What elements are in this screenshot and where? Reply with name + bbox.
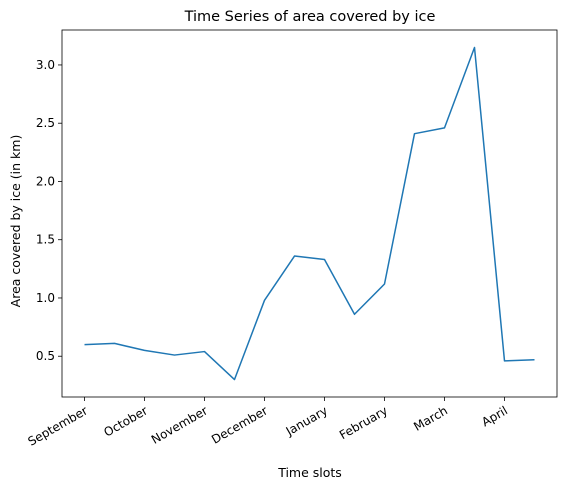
x-tick-label: April	[479, 403, 510, 429]
x-tick-label: December	[209, 403, 270, 446]
x-tick-label: January	[283, 403, 330, 438]
y-tick-label: 2.5	[36, 116, 55, 130]
y-axis-label: Area covered by ice (in km)	[8, 135, 23, 308]
x-tick-label: November	[149, 403, 210, 446]
y-tick-label: 3.0	[36, 58, 55, 72]
y-tick-label: 2.0	[36, 174, 55, 188]
x-axis-label: Time slots	[277, 465, 342, 480]
y-tick-label: 0.5	[36, 349, 55, 363]
x-tick-label: September	[26, 403, 90, 448]
axes-frame	[61, 29, 558, 398]
plot-area: 0.5 1.0 1.5 2.0 2.5 3.0 September OctoberNovemb…	[26, 29, 558, 449]
chart-title: Time Series of area covered by ice	[184, 9, 436, 25]
y-tick-label: 1.5	[36, 233, 55, 247]
x-tick-label: October	[101, 403, 150, 439]
series-line	[84, 46, 535, 381]
x-tick-label: February	[337, 403, 390, 442]
y-tick-label: 1.0	[36, 291, 55, 305]
x-tick-label: March	[411, 403, 450, 433]
